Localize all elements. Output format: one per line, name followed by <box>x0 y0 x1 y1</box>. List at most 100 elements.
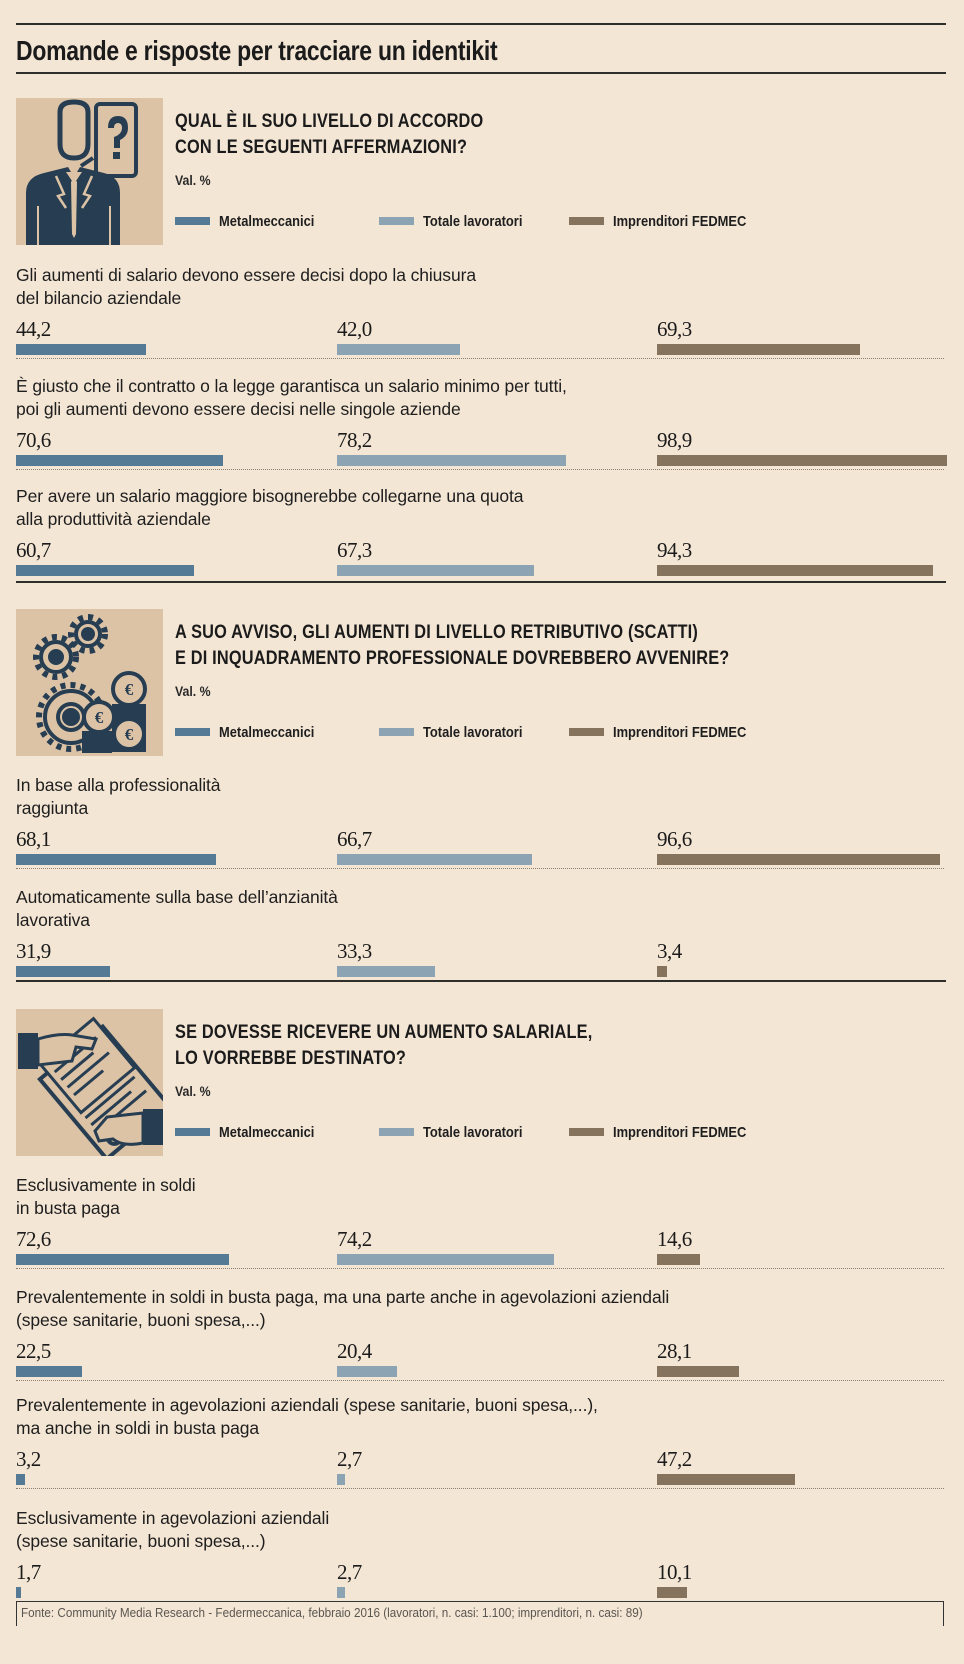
value-label-totale-lavoratori: 67,3 <box>337 538 372 562</box>
legend-item: Imprenditori FEDMEC <box>569 1122 768 1142</box>
unit-label: Val. % <box>175 172 211 188</box>
value-label-metalmeccanici: 3,2 <box>16 1447 41 1471</box>
value-label-imprenditori-fedmec: 28,1 <box>657 1339 692 1363</box>
bar-metalmeccanici <box>16 344 146 355</box>
section-divider <box>16 581 946 583</box>
legend-label: Totale lavoratori <box>423 212 523 230</box>
value-label-imprenditori-fedmec: 98,9 <box>657 428 692 452</box>
bar-metalmeccanici <box>16 1474 26 1485</box>
legend-item: Imprenditori FEDMEC <box>569 211 768 231</box>
svg-text:€: € <box>95 708 104 727</box>
value-label-totale-lavoratori: 78,2 <box>337 428 372 452</box>
legend-label: Imprenditori FEDMEC <box>613 723 747 741</box>
bar-totale-lavoratori <box>337 854 533 865</box>
row-divider <box>16 868 944 869</box>
gears-coins-icon: € € € <box>33 614 147 753</box>
source-text: Fonte: Community Media Research - Federm… <box>21 1605 643 1620</box>
value-label-imprenditori-fedmec: 96,6 <box>657 827 692 851</box>
value-label-metalmeccanici: 72,6 <box>16 1227 51 1251</box>
legend-swatch <box>379 1128 414 1136</box>
question-title-line: QUAL È IL SUO LIVELLO DI ACCORDO <box>175 111 484 132</box>
legend-swatch <box>175 217 210 225</box>
unit-label: Val. % <box>175 1083 211 1099</box>
page-title: Domande e risposte per tracciare un iden… <box>16 35 498 66</box>
value-label-metalmeccanici: 44,2 <box>16 317 51 341</box>
legend-item: Imprenditori FEDMEC <box>569 722 768 742</box>
question-title-line: E DI INQUADRAMENTO PROFESSIONALE DOVREBB… <box>175 648 730 669</box>
answer-label-line: poi gli aumenti devono essere decisi nel… <box>16 399 461 419</box>
question-title-line: SE DOVESSE RICEVERE UN AUMENTO SALARIALE… <box>175 1022 593 1043</box>
bar-totale-lavoratori <box>337 1474 345 1485</box>
bar-imprenditori-fedmec <box>657 1366 740 1377</box>
legend-swatch <box>569 217 604 225</box>
legend-label: Totale lavoratori <box>423 1123 523 1141</box>
bar-metalmeccanici <box>16 565 194 576</box>
answer-label-line: Gli aumenti di salario devono essere dec… <box>16 265 476 285</box>
question-title-line: A SUO AVVISO, GLI AUMENTI DI LIVELLO RET… <box>175 622 699 643</box>
legend-label: Totale lavoratori <box>423 723 523 741</box>
unit-label: Val. % <box>175 683 211 699</box>
answer-label-line: (spese sanitarie, buoni spesa,...) <box>16 1531 266 1551</box>
legend-item: Metalmeccanici <box>175 211 330 231</box>
bar-totale-lavoratori <box>337 344 461 355</box>
answer-label-line: Prevalentemente in soldi in busta paga, … <box>16 1287 670 1307</box>
question-title-line: CON LE SEGUENTI AFFERMAZIONI? <box>175 137 468 158</box>
section-divider <box>16 980 946 982</box>
bar-totale-lavoratori <box>337 455 567 466</box>
bar-metalmeccanici <box>16 1366 82 1377</box>
source-footer: Fonte: Community Media Research - Federm… <box>16 1601 944 1626</box>
value-label-imprenditori-fedmec: 10,1 <box>657 1560 692 1584</box>
value-label-imprenditori-fedmec: 3,4 <box>657 939 682 963</box>
row-divider <box>16 358 944 359</box>
value-label-metalmeccanici: 1,7 <box>16 1560 41 1584</box>
legend-item: Metalmeccanici <box>175 722 330 742</box>
question-title: SE DOVESSE RICEVERE UN AUMENTO SALARIALE… <box>175 1020 592 1072</box>
bar-metalmeccanici <box>16 966 110 977</box>
answer-label-line: Automaticamente sulla base dell’anzianit… <box>16 887 338 907</box>
value-label-metalmeccanici: 68,1 <box>16 827 51 851</box>
value-label-metalmeccanici: 70,6 <box>16 428 51 452</box>
answer-label-line: In base alla professionalità <box>16 775 221 795</box>
bar-imprenditori-fedmec <box>657 565 934 576</box>
svg-text:€: € <box>125 725 134 744</box>
answer-label-line: Prevalentemente in agevolazioni aziendal… <box>16 1395 598 1415</box>
value-label-totale-lavoratori: 74,2 <box>337 1227 372 1251</box>
bar-imprenditori-fedmec <box>657 1254 700 1265</box>
value-label-metalmeccanici: 31,9 <box>16 939 51 963</box>
value-label-totale-lavoratori: 2,7 <box>337 1560 362 1584</box>
value-label-imprenditori-fedmec: 94,3 <box>657 538 692 562</box>
question-title: A SUO AVVISO, GLI AUMENTI DI LIVELLO RET… <box>175 620 729 672</box>
answer-label-line: Esclusivamente in agevolazioni aziendali <box>16 1508 330 1528</box>
answer-label-line: Esclusivamente in soldi <box>16 1175 196 1195</box>
legend-swatch <box>569 1128 604 1136</box>
bar-metalmeccanici <box>16 1254 229 1265</box>
answer-label-line: in busta paga <box>16 1198 120 1218</box>
row-divider <box>16 1488 944 1489</box>
legend-item: Totale lavoratori <box>379 722 539 742</box>
answer-label-line: È giusto che il contratto o la legge gar… <box>16 376 567 396</box>
question-title-line: LO VORREBBE DESTINATO? <box>175 1048 407 1069</box>
value-label-totale-lavoratori: 66,7 <box>337 827 372 851</box>
bar-totale-lavoratori <box>337 565 535 576</box>
legend-item: Totale lavoratori <box>379 211 539 231</box>
bar-imprenditori-fedmec <box>657 455 947 466</box>
value-label-totale-lavoratori: 2,7 <box>337 1447 362 1471</box>
bar-imprenditori-fedmec <box>657 854 940 865</box>
answer-label-line: del bilancio aziendale <box>16 288 182 308</box>
businessman-question-icon <box>26 99 138 245</box>
bar-metalmeccanici <box>16 854 216 865</box>
title-rule <box>16 72 946 74</box>
bar-metalmeccanici <box>16 1587 21 1598</box>
legend-item: Metalmeccanici <box>175 1122 330 1142</box>
value-label-imprenditori-fedmec: 69,3 <box>657 317 692 341</box>
legend-swatch <box>379 728 414 736</box>
legend-label: Metalmeccanici <box>219 723 315 741</box>
value-label-totale-lavoratori: 20,4 <box>337 1339 372 1363</box>
row-divider <box>16 1380 944 1381</box>
legend-label: Metalmeccanici <box>219 212 315 230</box>
contract-handshake-icon <box>18 1016 163 1156</box>
section-illustration <box>16 98 163 245</box>
question-title: QUAL È IL SUO LIVELLO DI ACCORDO CON LE S… <box>175 109 483 161</box>
row-divider <box>16 469 944 470</box>
legend-swatch <box>175 1128 210 1136</box>
